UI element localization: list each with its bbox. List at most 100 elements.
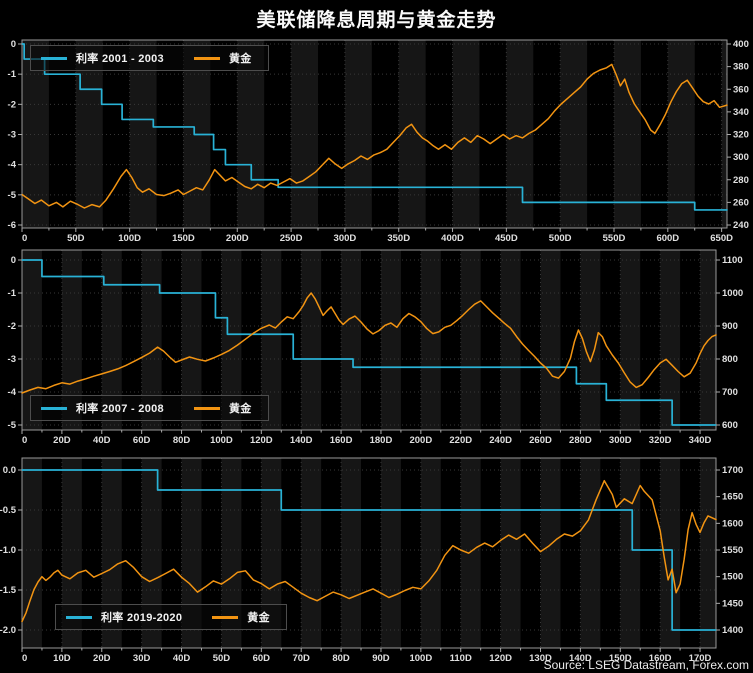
gold-line-panel-3 [21, 479, 717, 623]
legend-item: 黄金 [193, 50, 252, 66]
svg-text:0.0: 0.0 [3, 465, 16, 476]
legend-label: 利率 2019-2020 [101, 612, 183, 624]
legend-panel-1: 利率 2001 - 2003 黄金 [30, 45, 269, 71]
legend-item: 利率 2001 - 2003 [41, 50, 164, 66]
svg-text:200D: 200D [409, 435, 432, 446]
svg-text:-0.5: -0.5 [0, 505, 17, 516]
gridlines [22, 40, 727, 228]
svg-text:150D: 150D [609, 653, 632, 664]
svg-text:600: 600 [722, 420, 738, 431]
svg-text:380: 380 [733, 62, 749, 73]
svg-text:0: 0 [22, 435, 27, 446]
chart-panel-3: 0 10D 20D 30D 40D 50D 60D 70D 80D 90D 100D 110D 120D… [0, 457, 743, 664]
svg-text:550D: 550D [603, 233, 626, 244]
svg-text:350D: 350D [387, 233, 410, 244]
svg-text:150D: 150D [172, 233, 195, 244]
svg-text:360: 360 [733, 84, 749, 95]
svg-text:90D: 90D [372, 653, 390, 664]
legend-line-swatch [212, 615, 239, 619]
axis-labels: 0 20D 40D 60D 80D 100D 120D 140D 160D 180D 200D 220… [8, 255, 744, 446]
svg-text:1000: 1000 [722, 288, 743, 299]
svg-text:140D: 140D [290, 435, 313, 446]
svg-text:260: 260 [733, 197, 749, 208]
svg-text:-1.0: -1.0 [0, 545, 16, 556]
svg-text:400: 400 [733, 39, 749, 50]
axis-ticks [18, 469, 720, 652]
svg-text:340D: 340D [689, 435, 712, 446]
legend-label: 黄金 [228, 403, 252, 415]
svg-text:240D: 240D [489, 435, 512, 446]
rate-line-panel-2 [21, 259, 717, 426]
svg-text:70D: 70D [292, 653, 310, 664]
svg-text:400D: 400D [441, 233, 464, 244]
plot-bands [22, 458, 716, 648]
svg-text:-1: -1 [8, 69, 17, 80]
svg-text:1550: 1550 [722, 545, 743, 556]
legend-panel-2: 利率 2007 - 2008 黄金 [30, 395, 269, 421]
chart-panel-2: 0 20D 40D 60D 80D 100D 120D 140D 160D 180D 200D 220… [8, 249, 744, 446]
svg-text:300: 300 [733, 152, 749, 163]
svg-text:40D: 40D [173, 653, 191, 664]
svg-text:1600: 1600 [722, 518, 743, 529]
plot-bands [22, 250, 716, 430]
svg-text:1650: 1650 [722, 492, 743, 503]
svg-text:-2.0: -2.0 [0, 625, 16, 636]
legend-line-swatch [41, 406, 67, 410]
axis-labels: 0 10D 20D 30D 40D 50D 60D 70D 80D 90D 100D 110D 120D… [0, 465, 743, 664]
svg-text:0: 0 [11, 255, 16, 266]
legend-line-swatch [66, 615, 92, 619]
legend-line-swatch [193, 56, 220, 60]
svg-text:180D: 180D [370, 435, 393, 446]
rate-line-panel-3 [21, 469, 717, 631]
svg-text:-6: -6 [8, 220, 16, 231]
svg-text:300D: 300D [334, 233, 357, 244]
svg-text:250D: 250D [280, 233, 303, 244]
svg-text:130D: 130D [529, 653, 552, 664]
svg-text:0: 0 [22, 653, 27, 664]
svg-text:-5: -5 [8, 190, 17, 201]
svg-text:30D: 30D [133, 653, 151, 664]
svg-text:20D: 20D [53, 435, 71, 446]
svg-text:-1: -1 [8, 288, 17, 299]
svg-text:80D: 80D [173, 435, 191, 446]
svg-text:100D: 100D [210, 435, 233, 446]
svg-text:160D: 160D [330, 435, 353, 446]
legend-panel-3: 利率 2019-2020 黄金 [55, 604, 287, 630]
svg-text:50D: 50D [213, 653, 231, 664]
svg-text:0: 0 [11, 39, 16, 50]
legend-line-swatch [41, 56, 67, 60]
svg-text:-5: -5 [8, 420, 17, 431]
legend-item: 利率 2007 - 2008 [41, 400, 164, 416]
svg-text:20D: 20D [93, 653, 111, 664]
svg-text:60D: 60D [253, 653, 271, 664]
svg-text:-3: -3 [8, 130, 16, 141]
chart-panel-1: 0 50D 100D 150D 200D 250D 300D 350D 400D 450D 500D… [8, 39, 749, 244]
svg-text:280D: 280D [569, 435, 592, 446]
page-title: 美联储降息周期与黄金走势 [256, 10, 497, 31]
rate-line-panel-1 [21, 43, 728, 211]
svg-text:900: 900 [722, 321, 738, 332]
svg-text:240: 240 [733, 220, 749, 231]
source-credit: Source: LSEG Datastream, Forex.com [543, 658, 749, 672]
svg-text:160D: 160D [649, 653, 672, 664]
svg-text:280: 280 [733, 175, 749, 186]
svg-text:100D: 100D [409, 653, 432, 664]
svg-text:500D: 500D [549, 233, 572, 244]
svg-text:120D: 120D [250, 435, 273, 446]
svg-text:650D: 650D [710, 233, 733, 244]
svg-text:140D: 140D [569, 653, 592, 664]
plot-frame [21, 249, 717, 431]
svg-text:220D: 220D [449, 435, 472, 446]
svg-text:0: 0 [22, 233, 27, 244]
svg-text:80D: 80D [332, 653, 350, 664]
svg-text:200D: 200D [226, 233, 249, 244]
svg-text:-2: -2 [8, 99, 16, 110]
svg-text:120D: 120D [489, 653, 512, 664]
svg-text:1450: 1450 [722, 598, 743, 609]
svg-text:100D: 100D [118, 233, 141, 244]
svg-text:110D: 110D [450, 653, 472, 664]
svg-text:-2: -2 [8, 321, 16, 332]
svg-text:1700: 1700 [722, 465, 743, 476]
svg-text:-4: -4 [8, 387, 17, 398]
